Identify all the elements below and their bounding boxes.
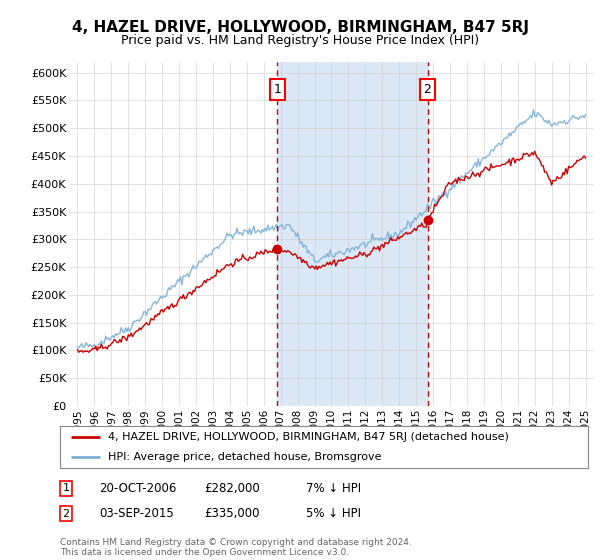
Bar	[277, 62, 428, 406]
Text: 03-SEP-2015: 03-SEP-2015	[99, 507, 174, 520]
Text: 1: 1	[274, 83, 281, 96]
Text: 2: 2	[62, 508, 70, 519]
Text: HPI: Average price, detached house, Bromsgrove: HPI: Average price, detached house, Brom…	[107, 452, 381, 462]
Text: 20-OCT-2006: 20-OCT-2006	[99, 482, 176, 495]
Text: 1: 1	[62, 483, 70, 493]
Text: 4, HAZEL DRIVE, HOLLYWOOD, BIRMINGHAM, B47 5RJ: 4, HAZEL DRIVE, HOLLYWOOD, BIRMINGHAM, B…	[71, 20, 529, 35]
Text: 7% ↓ HPI: 7% ↓ HPI	[306, 482, 361, 495]
Text: Contains HM Land Registry data © Crown copyright and database right 2024.
This d: Contains HM Land Registry data © Crown c…	[60, 538, 412, 557]
Text: £282,000: £282,000	[204, 482, 260, 495]
Text: 4, HAZEL DRIVE, HOLLYWOOD, BIRMINGHAM, B47 5RJ (detached house): 4, HAZEL DRIVE, HOLLYWOOD, BIRMINGHAM, B…	[107, 432, 508, 442]
Text: 5% ↓ HPI: 5% ↓ HPI	[306, 507, 361, 520]
Text: Price paid vs. HM Land Registry's House Price Index (HPI): Price paid vs. HM Land Registry's House …	[121, 34, 479, 46]
Text: 2: 2	[424, 83, 431, 96]
Text: £335,000: £335,000	[204, 507, 260, 520]
